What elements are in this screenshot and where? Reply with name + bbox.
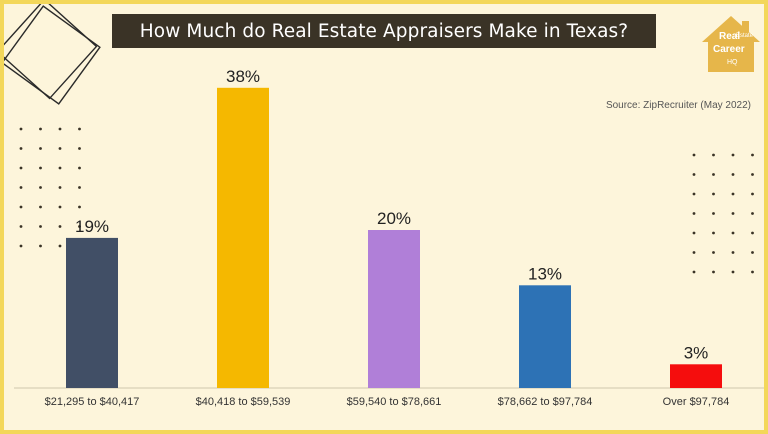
bar-value-label: 3%: [684, 343, 709, 362]
bar-value-label: 13%: [528, 264, 562, 283]
decorative-dot: [58, 127, 62, 131]
decorative-dot: [731, 270, 735, 274]
decorative-dot: [19, 244, 23, 248]
source-note: Source: ZipRecruiter (May 2022): [605, 100, 751, 111]
decorative-dot: [39, 186, 42, 189]
decorative-dot: [712, 231, 715, 235]
decorative-dot: [78, 225, 81, 228]
decorative-dot: [692, 231, 696, 235]
decorative-dot: [712, 192, 715, 196]
logo-text-hq: HQ: [727, 59, 738, 66]
decorative-dot: [712, 212, 715, 215]
decorative-dot: [712, 153, 715, 157]
bar: [519, 285, 571, 388]
decorative-dot: [58, 244, 62, 248]
logo-house-icon: Real Estate Career HQ: [702, 16, 760, 72]
x-tick-label: $78,662 to $97,784: [498, 396, 593, 408]
x-tick-label: $40,418 to $59,539: [196, 396, 291, 408]
decorative-dot: [39, 225, 42, 228]
bar: [66, 237, 118, 388]
decorative-dot: [58, 225, 62, 228]
bar: [217, 87, 269, 389]
decorative-dot: [78, 166, 81, 170]
x-tick-label: $21,295 to $40,417: [45, 396, 140, 408]
decorative-dot: [712, 270, 715, 274]
bar-value-label: 20%: [377, 209, 411, 228]
decorative-dot: [731, 251, 735, 254]
logo-text-career: Career: [713, 44, 745, 55]
bar-value-label: 19%: [75, 217, 109, 236]
decorative-dot: [39, 205, 42, 209]
decorative-dot: [751, 231, 754, 235]
decorative-dot: [731, 212, 735, 215]
decorative-dot: [19, 147, 23, 150]
decorative-dot: [58, 186, 62, 189]
decorative-dot: [19, 166, 23, 170]
x-tick-label: Over $97,784: [663, 396, 730, 408]
bar: [368, 230, 420, 388]
decorative-dot: [751, 173, 754, 176]
decorative-dot: [19, 186, 23, 189]
decorative-dot: [39, 127, 42, 131]
decorative-dots: [19, 127, 754, 274]
decorative-dot: [78, 127, 81, 131]
decorative-dot: [731, 192, 735, 196]
decorative-dot: [751, 153, 754, 157]
decorative-dot: [39, 244, 42, 248]
decorative-dot: [692, 270, 696, 274]
decorative-dot: [751, 251, 754, 254]
decorative-dot: [692, 251, 696, 254]
decorative-dot: [692, 212, 696, 215]
bar-chart: 19% $21,295 to $40,417 38% $40,418 to $59,5…: [14, 67, 764, 408]
decorative-dot: [39, 166, 42, 170]
decorative-dot: [751, 212, 754, 215]
decorative-dot: [78, 205, 81, 209]
decorative-dot: [751, 192, 754, 196]
decorative-dot: [692, 192, 696, 196]
decorative-dot: [712, 173, 715, 176]
decorative-squares-icon: [4, 4, 101, 105]
x-tick-label: $59,540 to $78,661: [347, 396, 442, 408]
decorative-dot: [39, 147, 42, 150]
decorative-dot: [58, 147, 62, 150]
decorative-dot: [712, 251, 715, 254]
chart-title: How Much do Real Estate Appraisers Make …: [112, 14, 656, 48]
logo-text-estate: Estate: [736, 33, 754, 39]
decorative-dot: [692, 173, 696, 176]
logo-text-real: Real: [719, 31, 740, 42]
decorative-dot: [78, 147, 81, 150]
decorative-dot: [731, 153, 735, 157]
decorative-dot: [692, 153, 696, 157]
decorative-dot: [19, 205, 23, 209]
decorative-dot: [58, 166, 62, 170]
decorative-dot: [58, 205, 62, 209]
decorative-dot: [751, 270, 754, 274]
decorative-dot: [19, 225, 23, 228]
decorative-dot: [78, 186, 81, 189]
decorative-dot: [731, 231, 735, 235]
bar: [670, 364, 722, 388]
decorative-dot: [19, 127, 23, 131]
decorative-dot: [731, 173, 735, 176]
bar-value-label: 38%: [226, 67, 260, 86]
